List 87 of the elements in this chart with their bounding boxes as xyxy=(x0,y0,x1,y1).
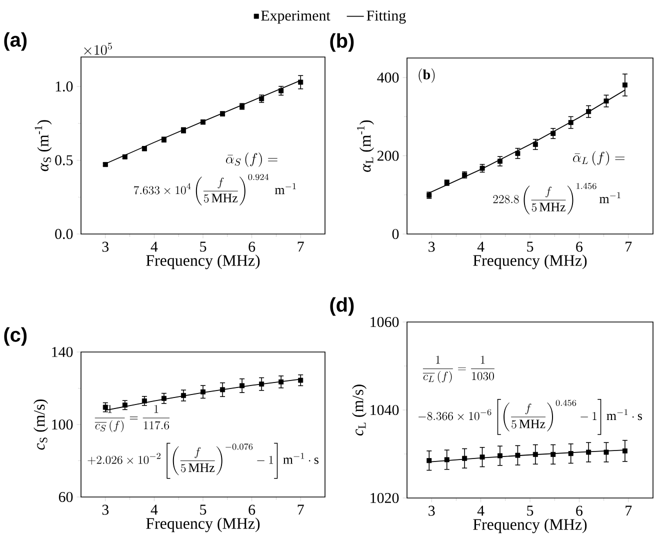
annotation: $\frac{1}{\overline{c_S}\left(f\right)}=\frac{1}{117.6}$ xyxy=(94,404,170,432)
y-axis-title: α$_{S}$ (m$^{-1}$) xyxy=(34,120,52,172)
point xyxy=(568,120,574,126)
point xyxy=(604,98,609,104)
x-axis-title: Frequency (MHz) xyxy=(146,518,260,532)
point xyxy=(298,80,304,85)
point xyxy=(532,452,538,457)
legend-label: Experiment xyxy=(261,10,330,24)
point xyxy=(532,142,538,147)
point xyxy=(586,109,592,114)
x-tick-label: 5 xyxy=(200,504,206,515)
x-tick-label: 7 xyxy=(298,242,304,252)
chart-title: (d) xyxy=(330,297,354,316)
point xyxy=(278,88,284,94)
x-tick-label: 5 xyxy=(527,506,534,516)
point xyxy=(568,451,574,456)
chart-title: (a) xyxy=(4,32,27,51)
chart-title: (c) xyxy=(4,327,27,346)
y-tick-label: 0 xyxy=(392,228,399,240)
point xyxy=(259,382,264,387)
x-tick-label: 7 xyxy=(298,504,304,515)
legend-label: Fitting xyxy=(366,10,406,24)
y-tick-label: 0.5 xyxy=(55,155,73,166)
annotation: $\mathbf{(b)}$ xyxy=(418,68,435,83)
x-tick-label: 3 xyxy=(428,242,435,252)
x-tick-label: 4 xyxy=(477,506,484,516)
point xyxy=(298,378,304,383)
point xyxy=(220,387,226,392)
x-tick-label: 4 xyxy=(150,242,158,252)
x-tick-label: 4 xyxy=(477,242,484,252)
y-axis-title: c$_{S}$ (m/s) xyxy=(34,399,48,450)
text: $\times10^{5}$ xyxy=(84,42,112,55)
point xyxy=(161,396,166,401)
annotation: $+2.026\times10^{-2}\left[\left(\frac{f}{5\,\mathrm{MHz}}\right)^{-0.076}-1\right]\mathrm{m}^{-1}\cdot\mathrm{s}$ xyxy=(88,442,318,479)
point xyxy=(200,389,206,394)
point xyxy=(515,150,520,156)
x-tick-label: 5 xyxy=(200,242,206,252)
point xyxy=(498,453,502,458)
x-axis-title: Frequency (MHz) xyxy=(473,254,587,270)
annotation: $-8.366\times10^{-6}\left[\left(\frac{f}{5\,\mathrm{MHz}}\right)^{0.456}-1\right]\mathrm{m}^{-1}\cdot\mathrm{s}$ xyxy=(418,399,642,435)
x-tick-label: 6 xyxy=(248,504,256,515)
y-tick-label: 400 xyxy=(377,72,399,83)
annotation: $\bar{\alpha}_L\left(f\right)=$ xyxy=(573,151,625,166)
x-axis-title: Frequency (MHz) xyxy=(146,254,260,270)
x-tick-label: 6 xyxy=(576,506,582,516)
x-tick-label: 3 xyxy=(102,242,109,252)
x-tick-label: 5 xyxy=(527,242,534,252)
y-tick-label: 1.0 xyxy=(56,81,73,92)
point xyxy=(444,457,450,462)
point xyxy=(480,454,485,460)
x-axis-title: Frequency (MHz) xyxy=(473,518,587,534)
annotation: $228.8\left(\frac{f}{5\,\mathrm{MHz}}\right)^{1.456}\mathrm{m}^{-1}$ xyxy=(493,182,620,214)
annotation: $\bar{\alpha}_S\left(f\right)=$ xyxy=(226,152,278,167)
point xyxy=(622,82,628,88)
y-tick-label: 100 xyxy=(52,419,73,430)
point xyxy=(622,448,628,454)
annotation: $7.633\times10^{4}\left(\frac{f}{5\,\mathrm{MHz}}\right)^{0.924}\;\mathrm{m}^{-1}$ xyxy=(134,174,296,206)
x-tick-label: 7 xyxy=(626,506,632,516)
y-tick-label: 60 xyxy=(58,492,73,502)
y-axis-title: c$_{L}$ (m/s) xyxy=(352,384,367,436)
y-tick-label: 1020 xyxy=(370,492,399,504)
x-tick-label: 3 xyxy=(102,504,109,515)
x-tick-label: 7 xyxy=(626,242,632,252)
point xyxy=(426,458,432,464)
point xyxy=(586,450,592,455)
chart-title: (b) xyxy=(330,33,354,52)
point xyxy=(142,398,147,404)
y-axis-title: α$_{L}$ (m$^{-1}$) xyxy=(356,120,374,172)
point xyxy=(462,456,468,461)
y-tick-label: 140 xyxy=(52,346,73,358)
y-tick-label: 1060 xyxy=(370,316,399,328)
y-tick-label: 0.0 xyxy=(55,228,73,240)
x-tick-label: 6 xyxy=(576,242,582,252)
y-tick-label: 200 xyxy=(377,150,399,161)
annotation: $\frac{1}{\overline{c_L}\left(f\right)}=\frac{1}{1030}$ xyxy=(422,356,494,383)
point xyxy=(604,450,609,455)
point xyxy=(550,452,556,457)
point xyxy=(550,130,556,136)
x-tick-label: 3 xyxy=(428,506,435,516)
point xyxy=(515,452,520,458)
x-tick-label: 4 xyxy=(150,504,158,515)
x-tick-label: 6 xyxy=(248,242,256,252)
point xyxy=(240,383,245,388)
y-tick-label: 1040 xyxy=(370,404,399,416)
point xyxy=(278,379,284,384)
point xyxy=(498,158,502,164)
point xyxy=(180,393,186,398)
